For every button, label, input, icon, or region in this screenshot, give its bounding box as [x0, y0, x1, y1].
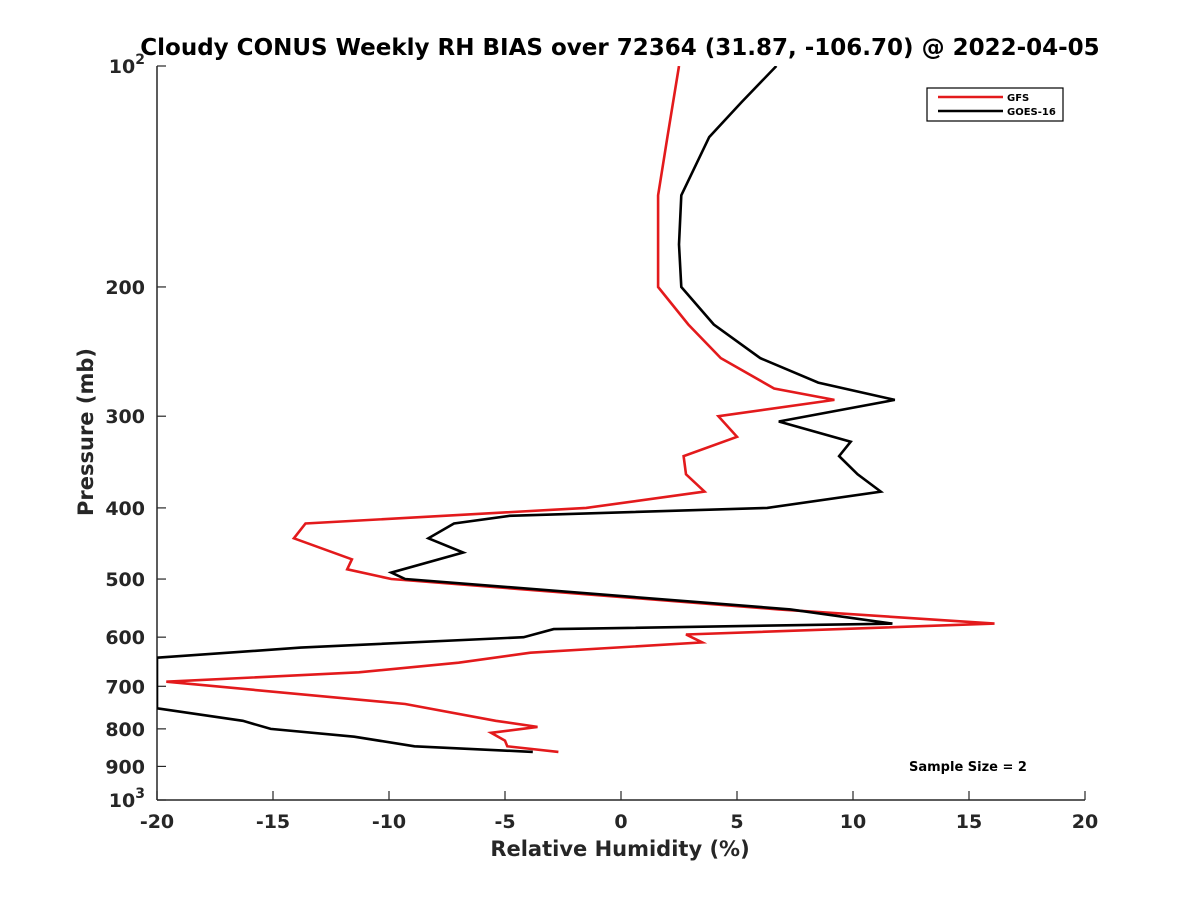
x-tick-label: 20	[1072, 811, 1098, 833]
y-tick-label: 300	[105, 406, 145, 428]
chart-title: Cloudy CONUS Weekly RH BIAS over 72364 (…	[140, 35, 1099, 61]
x-axis: -20 -15 -10 -5 0 5 10 15 20	[140, 791, 1098, 833]
series-line-gfs	[166, 66, 995, 754]
y-tick-label: 900	[105, 756, 145, 778]
legend-label-goes-16: GOES-16	[1007, 107, 1056, 118]
x-tick-label: 0	[614, 811, 627, 833]
sample-size-annotation: Sample Size = 2	[909, 760, 1027, 775]
legend-box	[926, 87, 1064, 122]
y-tick-label: 500	[105, 569, 145, 591]
x-tick-label: -15	[256, 811, 290, 833]
plot-area	[157, 66, 995, 754]
legend-label-gfs: GFS	[1007, 93, 1029, 104]
y-tick-label: 600	[105, 627, 145, 649]
x-tick-label: -20	[140, 811, 174, 833]
series-line-goes-16	[157, 66, 896, 754]
y-tick-label: 700	[105, 676, 145, 698]
y-tick-label: 400	[105, 498, 145, 520]
y-tick-label: 800	[105, 719, 145, 741]
x-tick-label: -5	[494, 811, 515, 833]
x-tick-label: 15	[956, 811, 982, 833]
x-tick-label: 10	[840, 811, 866, 833]
y-tick-label: 102	[109, 52, 145, 78]
y-tick-label: 200	[105, 277, 145, 299]
x-tick-label: 5	[730, 811, 743, 833]
x-axis-label: Relative Humidity (%)	[490, 837, 749, 861]
y-axis-label: Pressure (mb)	[74, 348, 98, 516]
y-tick-label: 103	[109, 786, 145, 812]
x-tick-label: -10	[372, 811, 406, 833]
legend: GFS GOES-16	[926, 87, 1064, 122]
